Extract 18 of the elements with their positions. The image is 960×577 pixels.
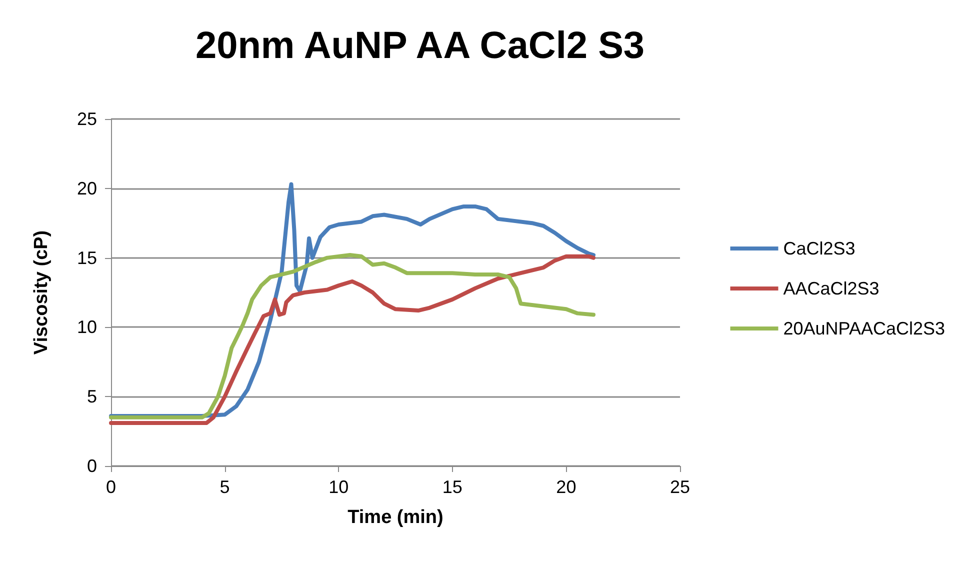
- x-tick-label: 5: [220, 477, 230, 497]
- y-tick-label: 25: [76, 109, 97, 129]
- y-tick-label: 5: [86, 386, 97, 407]
- x-tick-label: 15: [442, 477, 462, 497]
- y-tick-label: 20: [76, 178, 97, 198]
- y-axis-title: Viscosity (cP): [31, 230, 52, 355]
- legend-label: AACaCl2S3: [783, 278, 880, 298]
- x-axis-title: Time (min): [348, 507, 444, 528]
- chart-title: 20nm AuNP AA CaCl2 S3: [195, 25, 645, 67]
- y-tick-label: 15: [76, 248, 97, 268]
- legend-label: CaCl2S3: [783, 238, 856, 258]
- y-tick-label: 10: [76, 317, 97, 338]
- x-tick-label: 0: [106, 477, 116, 497]
- x-tick-label: 20: [556, 477, 576, 497]
- legend-label: 20AuNPAACaCl2S3: [783, 318, 946, 338]
- x-tick-label: 25: [670, 477, 690, 497]
- y-tick-label: 0: [86, 456, 97, 476]
- x-tick-label: 10: [328, 477, 349, 497]
